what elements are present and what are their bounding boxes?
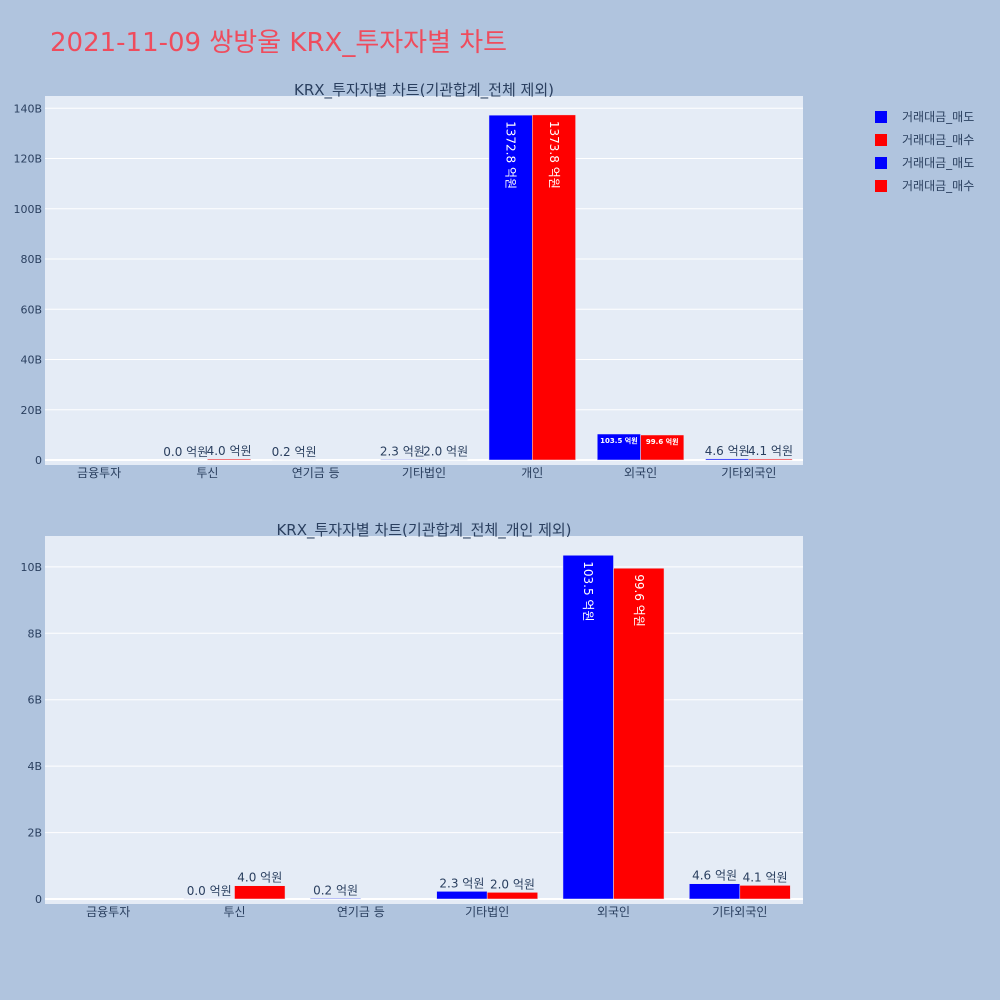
bar-value-label: 4.6 억원 xyxy=(692,869,737,883)
y-tick-label: 100B xyxy=(13,203,42,216)
x-tick-label: 금융투자 xyxy=(86,905,130,919)
bar xyxy=(597,433,641,461)
y-tick-label: 10B xyxy=(20,561,42,574)
bar-value-label: 2.3 억원 xyxy=(439,876,484,890)
bar xyxy=(532,114,576,461)
legend-item[interactable]: 거래대금_매수 xyxy=(875,174,974,197)
x-tick-label: 기타외국인 xyxy=(712,905,767,919)
y-tick-label: 8B xyxy=(27,627,42,640)
x-tick-label: 개인 xyxy=(521,466,543,480)
legend-label: 거래대금_매도 xyxy=(902,110,975,124)
x-tick-label: 투신 xyxy=(196,466,218,480)
x-tick-label: 금융투자 xyxy=(77,466,121,480)
bar xyxy=(234,885,286,900)
bar xyxy=(310,898,362,900)
x-tick-label: 외국인 xyxy=(597,905,630,919)
bar xyxy=(705,458,750,461)
bar-value-label: 2.0 억원 xyxy=(490,877,535,891)
bar xyxy=(562,555,614,900)
y-tick-label: 20B xyxy=(20,404,42,417)
bar xyxy=(748,458,793,461)
bar xyxy=(613,567,665,900)
x-tick-label: 외국인 xyxy=(624,466,657,480)
y-tick-label: 120B xyxy=(13,153,42,166)
bar-value-label: 2.0 억원 xyxy=(423,444,468,458)
bar xyxy=(486,892,538,900)
bar-value-label: 0.2 억원 xyxy=(272,445,317,459)
plot-area xyxy=(45,96,803,465)
bar-value-label: 103.5 억원 xyxy=(581,561,595,621)
bar-value-label: 1373.8 억원 xyxy=(547,121,561,189)
bar xyxy=(380,459,425,461)
y-tick-label: 140B xyxy=(13,102,42,115)
bar-value-label: 99.6 억원 xyxy=(632,574,646,627)
x-tick-label: 기타법인 xyxy=(465,905,509,919)
legend-swatch xyxy=(875,179,887,192)
y-tick-label: 0 xyxy=(35,454,42,467)
y-tick-label: 40B xyxy=(20,354,42,367)
bar-value-label: 0.0 억원 xyxy=(163,445,208,459)
bar-value-label: 4.1 억원 xyxy=(743,870,788,884)
x-tick-label: 연기금 등 xyxy=(292,466,340,480)
legend-item[interactable]: 거래대금_매수 xyxy=(875,128,974,151)
bar-value-label: 103.5 억원 xyxy=(600,436,637,445)
y-tick-label: 2B xyxy=(27,827,42,840)
bar-value-label: 99.6 억원 xyxy=(646,437,679,446)
legend-label: 거래대금_매수 xyxy=(902,179,975,193)
bar-value-label: 0.2 억원 xyxy=(313,883,358,897)
chart-title: KRX_투자자별 차트(기관합계_전체 제외) xyxy=(294,81,554,100)
legend-item[interactable]: 거래대금_매도 xyxy=(875,151,974,174)
legend-swatch xyxy=(875,133,887,146)
legend-item[interactable]: 거래대금_매도 xyxy=(875,105,974,128)
x-tick-label: 연기금 등 xyxy=(337,905,385,919)
legend-label: 거래대금_매도 xyxy=(902,156,975,170)
bar-value-label: 4.6 억원 xyxy=(705,444,750,458)
y-tick-label: 60B xyxy=(20,303,42,316)
bar xyxy=(689,883,741,900)
y-tick-label: 80B xyxy=(20,253,42,266)
plot-area xyxy=(45,536,803,904)
bar-value-label: 2.3 억원 xyxy=(380,444,425,458)
bar-value-label: 4.1 억원 xyxy=(748,444,793,458)
bar xyxy=(207,458,251,461)
chart-title: KRX_투자자별 차트(기관합계_전체_개인 제외) xyxy=(276,521,571,540)
bar xyxy=(739,885,791,900)
x-tick-label: 기타외국인 xyxy=(721,466,776,480)
bar-value-label: 0.0 억원 xyxy=(187,884,232,898)
bar-value-label: 4.0 억원 xyxy=(207,444,252,458)
y-tick-label: 0 xyxy=(35,893,42,906)
x-tick-label: 기타법인 xyxy=(402,466,446,480)
page-title: 2021-11-09 쌍방울 KRX_투자자별 차트 xyxy=(50,28,508,58)
x-tick-label: 투신 xyxy=(223,905,245,919)
legend-swatch xyxy=(875,110,887,123)
bar-value-label: 1372.8 억원 xyxy=(504,121,518,189)
y-tick-label: 4B xyxy=(27,760,42,773)
legend[interactable]: 거래대금_매도 거래대금_매수 거래대금_매도 거래대금_매수 xyxy=(875,105,974,197)
legend-label: 거래대금_매수 xyxy=(902,133,975,147)
bar xyxy=(640,434,685,461)
bar-value-label: 4.0 억원 xyxy=(237,871,282,885)
bar xyxy=(436,891,488,900)
bar xyxy=(423,459,468,461)
legend-swatch xyxy=(875,156,887,169)
y-tick-label: 6B xyxy=(27,694,42,707)
